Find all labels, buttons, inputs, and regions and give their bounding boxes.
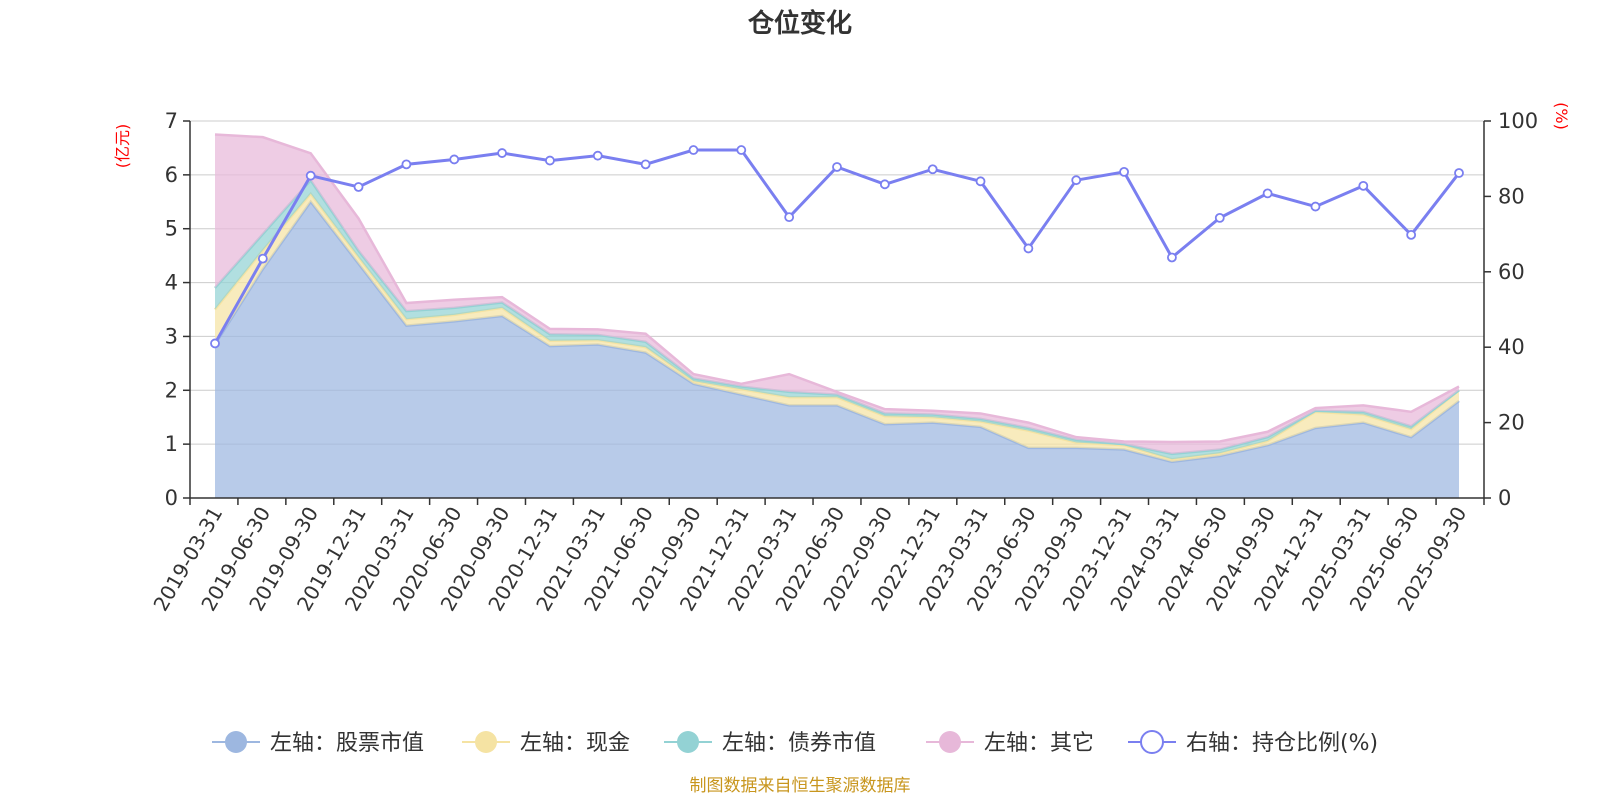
ratio-point[interactable]	[688, 145, 699, 155]
right-tick-label: 40	[1498, 335, 1525, 359]
left-tick-label: 1	[165, 432, 178, 456]
ratio-point[interactable]	[449, 154, 460, 165]
ratio-point[interactable]	[497, 148, 507, 158]
area-edge-左轴：其它	[214, 133, 1460, 444]
ratio-point[interactable]	[1214, 212, 1225, 223]
ratio-point[interactable]	[832, 162, 842, 172]
legend-label[interactable]: 左轴：现金	[520, 731, 630, 756]
ratio-point[interactable]	[1119, 166, 1129, 177]
stacked-areas	[213, 133, 1460, 499]
left-tick-label: 7	[165, 109, 178, 133]
area-edge-左轴：股票市值	[213, 199, 1460, 464]
left-tick-label: 0	[165, 486, 178, 510]
ratio-point[interactable]	[401, 159, 412, 170]
left-tick-label: 2	[165, 378, 178, 402]
legend-marker[interactable]	[939, 731, 961, 753]
right-tick-label: 0	[1498, 486, 1511, 510]
right-axis-unit: (%)	[1552, 102, 1571, 130]
ratio-point[interactable]	[879, 179, 890, 190]
ratio-point[interactable]	[305, 170, 316, 181]
ratio-point[interactable]	[1167, 252, 1177, 263]
ratio-point[interactable]	[736, 145, 747, 155]
ratio-point[interactable]	[257, 253, 268, 264]
source-note: 制图数据来自恒生聚源数据库	[690, 776, 911, 796]
ratio-point[interactable]	[1406, 229, 1417, 240]
legend: 左轴：股票市值 左轴：现金 左轴：债券市值 左轴：其它 右轴：持仓比例(%)	[212, 730, 1378, 756]
ratio-point[interactable]	[975, 176, 986, 187]
ratio-point[interactable]	[1023, 243, 1034, 254]
legend-label[interactable]: 左轴：股票市值	[270, 731, 424, 756]
ratio-point[interactable]	[545, 155, 555, 166]
chart-title: 仓位变化	[747, 8, 852, 39]
left-tick-label: 6	[165, 163, 178, 187]
legend-marker[interactable]	[1140, 730, 1164, 754]
ratio-point[interactable]	[1071, 175, 1082, 186]
legend-label[interactable]: 右轴：持仓比例(%)	[1186, 731, 1378, 756]
ratio-line	[210, 145, 1464, 349]
legend-marker[interactable]	[225, 731, 247, 753]
legend-marker[interactable]	[475, 731, 497, 753]
right-tick-label: 80	[1498, 184, 1525, 208]
ratio-point[interactable]	[353, 182, 364, 192]
ratio-point[interactable]	[1454, 168, 1464, 178]
left-tick-label: 4	[165, 271, 178, 295]
ratio-point[interactable]	[927, 164, 938, 175]
ratio-point[interactable]	[1262, 188, 1273, 199]
legend-marker[interactable]	[677, 731, 699, 753]
ratio-point[interactable]	[1310, 201, 1321, 212]
left-tick-label: 5	[165, 217, 178, 241]
ratio-point[interactable]	[592, 150, 603, 161]
legend-label[interactable]: 左轴：债券市值	[722, 731, 876, 756]
area-左轴：股票市值	[215, 201, 1459, 499]
ratio-point[interactable]	[210, 338, 220, 349]
right-tick-label: 60	[1498, 260, 1525, 284]
legend-label[interactable]: 左轴：其它	[984, 731, 1094, 756]
ratio-point[interactable]	[1358, 180, 1369, 191]
left-axis-unit: (亿元)	[113, 124, 132, 169]
ratio-point[interactable]	[784, 212, 795, 223]
left-tick-label: 3	[165, 324, 178, 348]
ratio-point[interactable]	[640, 159, 651, 170]
right-tick-label: 100	[1498, 109, 1538, 133]
right-tick-label: 20	[1498, 411, 1525, 435]
